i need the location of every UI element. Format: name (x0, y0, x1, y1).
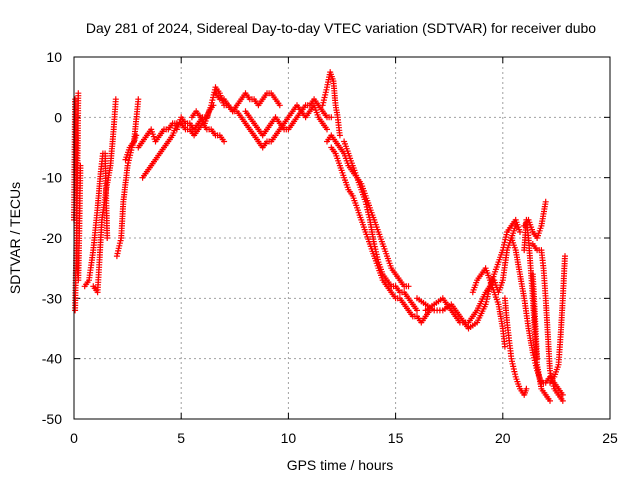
x-tick-label: 5 (177, 430, 185, 446)
y-tick-label: 10 (46, 49, 62, 65)
x-tick-label: 10 (281, 430, 297, 446)
series-markers (72, 90, 82, 314)
series-markers (469, 265, 508, 350)
y-tick-label: -30 (42, 290, 62, 306)
series-markers (135, 120, 180, 151)
series-markers (139, 120, 180, 181)
series-segment-line (191, 104, 214, 125)
y-tick-label: -10 (42, 170, 62, 186)
series-markers (178, 120, 228, 145)
x-tick-label: 25 (602, 430, 618, 446)
series-layer (71, 69, 568, 404)
plot-frame (73, 56, 611, 420)
y-axis-label: SDTVAR / TECUs (7, 182, 23, 294)
y-tick-label: -20 (42, 230, 62, 246)
series-markers (501, 295, 530, 398)
y-tick-label: 0 (54, 109, 62, 125)
series-segment-line (137, 122, 178, 149)
series-markers (122, 96, 142, 163)
series-markers (414, 216, 523, 332)
x-tick-label: 15 (388, 430, 404, 446)
series-markers (521, 198, 549, 241)
series-markers (529, 241, 566, 404)
frame-layer (73, 56, 611, 420)
series-markers (529, 271, 541, 362)
series-markers (547, 253, 568, 386)
series-markers (188, 102, 217, 127)
series-markers (319, 69, 343, 139)
series-markers (242, 96, 335, 139)
axis-layer: 0 5 10 15 20 25 10 0 -10 -20 -30 -40 -50 (42, 49, 618, 446)
series-markers (90, 96, 119, 296)
series-markers (324, 132, 420, 314)
series-markers (328, 144, 433, 326)
y-tick-label: -40 (42, 351, 62, 367)
x-axis-label: GPS time / hours (287, 457, 394, 473)
chart-title: Day 281 of 2024, Sidereal Day-to-day VTE… (86, 20, 596, 36)
series-sdtvar (71, 69, 568, 404)
series-markers (341, 138, 412, 290)
x-tick-label: 0 (70, 430, 78, 446)
y-tick-label: -50 (42, 411, 62, 427)
x-tick-label: 20 (495, 430, 511, 446)
